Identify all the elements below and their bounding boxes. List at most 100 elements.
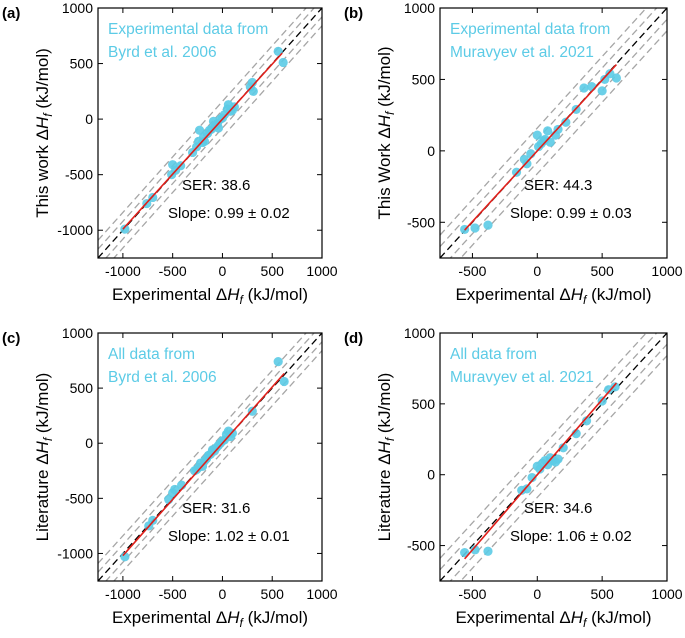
panel-1: -1000 -500 0 500 1000 -1000 -500 0 500 1000 Experi…: [2, 0, 338, 307]
y-axis-label: This work ΔHf (kJ/mol): [33, 48, 55, 218]
x-axis-label: Experimental ΔHf (kJ/mol): [455, 285, 651, 307]
y-tick-label: -500: [407, 214, 435, 230]
x-tick-label: -500: [159, 586, 187, 602]
plot-area: [98, 333, 322, 581]
plot-area: [440, 8, 667, 258]
y-tick-label: 1000: [404, 325, 435, 341]
data-point: [470, 223, 480, 233]
y-tick-label: 500: [70, 56, 94, 72]
data-point: [611, 73, 622, 83]
plot-frame: [439, 7, 668, 259]
data-point: [247, 406, 257, 416]
slope-text: Slope: 1.06 ± 0.02: [510, 528, 632, 545]
y-tick-label: 0: [427, 467, 435, 483]
plot-frame: [97, 7, 323, 259]
panel-3: -1000 -500 0 500 1000 -1000 -500 0 500 1000 Experi…: [2, 325, 338, 630]
data-point: [605, 69, 615, 79]
parity-band-line: [440, 333, 648, 559]
y-tick-label: 1000: [404, 0, 435, 16]
parity-band-line: [459, 355, 667, 581]
x-tick-label: -500: [159, 263, 187, 279]
x-tick-label: -1000: [105, 263, 141, 279]
ser-text: SER: 44.3: [524, 177, 592, 194]
parity-band-line: [440, 333, 658, 571]
data-point: [553, 454, 563, 464]
x-axis-label: Experimental ΔHf (kJ/mol): [112, 285, 308, 307]
data-point: [279, 376, 289, 387]
parity-band-line: [440, 8, 648, 236]
panel-label: (a): [2, 5, 20, 22]
data-point: [581, 416, 592, 426]
data-point: [610, 382, 620, 392]
x-tick-label: 1000: [306, 263, 337, 279]
y-tick-label: -500: [407, 538, 435, 554]
x-tick-label: 0: [219, 263, 227, 279]
y-axis-label: Literature ΔHf (kJ/mol): [33, 373, 55, 542]
legend-line-1: Experimental data from: [450, 21, 610, 38]
y-axis-label: This Work ΔHf (kJ/mol): [375, 46, 397, 219]
slope-text: Slope: 0.99 ± 0.03: [510, 205, 632, 222]
data-point: [558, 443, 568, 453]
fit-line: [122, 372, 285, 557]
data-point: [120, 224, 130, 234]
data-point: [273, 46, 283, 56]
x-tick-label: 1000: [651, 586, 682, 602]
x-tick-label: 1000: [651, 263, 682, 279]
data-point: [579, 83, 589, 93]
data-point: [543, 126, 553, 136]
legend-line-1: All data from: [450, 346, 537, 363]
x-tick-label: 500: [261, 586, 285, 602]
y-tick-label: 1000: [62, 0, 93, 16]
x-axis-label: Experimental ΔHf (kJ/mol): [112, 608, 308, 630]
fit-line: [122, 52, 283, 230]
y-tick-label: 500: [70, 380, 94, 396]
slope-text: Slope: 0.99 ± 0.02: [168, 205, 290, 222]
parity-band-line: [459, 30, 667, 258]
y-tick-label: 1000: [62, 325, 93, 341]
data-point: [470, 545, 480, 555]
x-tick-label: -500: [458, 263, 486, 279]
parity-band-line: [113, 350, 322, 581]
data-point: [532, 130, 542, 140]
plot-area: [440, 333, 667, 581]
y-tick-label: 0: [85, 435, 93, 451]
legend-line-1: Experimental data from: [108, 21, 268, 38]
data-point: [120, 552, 130, 562]
x-tick-label: 500: [590, 586, 614, 602]
x-tick-label: 0: [533, 263, 541, 279]
panel-label: (d): [344, 330, 363, 347]
slope-text: Slope: 1.02 ± 0.01: [168, 528, 290, 545]
data-point: [561, 117, 571, 127]
parity-band-line: [98, 333, 307, 564]
y-tick-label: 500: [412, 396, 436, 412]
parity-band-line: [98, 8, 307, 241]
fit-line: [464, 382, 618, 560]
data-point: [483, 220, 493, 230]
parity-band-line: [440, 8, 658, 248]
data-point: [483, 546, 493, 556]
x-tick-label: 0: [219, 586, 227, 602]
legend-line-1: All data from: [108, 346, 195, 363]
legend-line-2: Muravyev et al. 2021: [450, 369, 594, 386]
data-point: [522, 484, 532, 494]
ser-text: SER: 34.6: [524, 500, 592, 517]
data-point: [597, 86, 607, 96]
y-tick-label: -500: [65, 490, 93, 506]
y-tick-label: -1000: [57, 222, 93, 238]
data-point: [278, 57, 288, 68]
x-tick-label: 1000: [306, 586, 337, 602]
ser-text: SER: 38.6: [182, 177, 250, 194]
x-tick-label: 0: [533, 586, 541, 602]
data-point: [527, 472, 537, 483]
y-tick-label: -1000: [57, 545, 93, 561]
data-point: [587, 81, 597, 92]
plot-frame: [97, 332, 323, 582]
plot-frame: [439, 332, 668, 582]
fit-line: [464, 64, 618, 231]
data-point: [148, 515, 158, 525]
data-point: [248, 86, 258, 96]
panel-label: (c): [2, 330, 20, 347]
data-point: [522, 159, 532, 169]
